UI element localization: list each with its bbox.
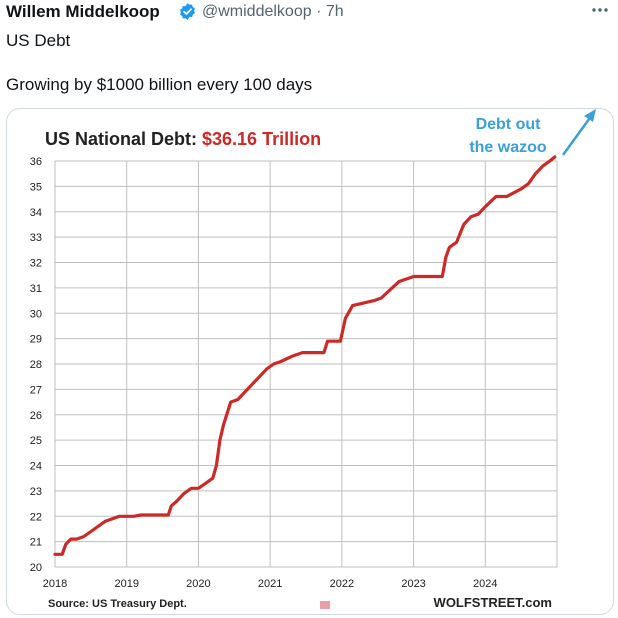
- x-tick-label: 2018: [43, 578, 67, 590]
- x-tick-label: 2019: [114, 578, 138, 590]
- x-tick-label: 2022: [330, 578, 354, 590]
- chart-source: Source: US Treasury Dept.: [48, 598, 187, 610]
- x-tick-label: 2021: [258, 578, 282, 590]
- more-dots-icon[interactable]: [590, 0, 610, 20]
- x-tick-label: 2024: [473, 578, 497, 590]
- author-name[interactable]: Willem Middelkoop: [6, 2, 160, 21]
- y-tick-label: 33: [30, 232, 42, 244]
- debt-line-chart: US National Debt: $36.16 Trillion 202122…: [30, 109, 596, 610]
- y-tick-label: 24: [30, 461, 42, 473]
- y-tick-label: 21: [30, 537, 42, 549]
- chart-title-value: $36.16 Trillion: [202, 129, 321, 149]
- tweet-text-line-1: US Debt: [6, 31, 71, 50]
- y-tick-label: 20: [30, 562, 42, 574]
- annotation-line-2: the wazoo: [469, 139, 547, 156]
- chart-title: US National Debt: $36.16 Trillion: [45, 129, 321, 149]
- y-tick-label: 25: [30, 435, 42, 447]
- y-tick-label: 28: [30, 359, 42, 371]
- y-tick-label: 29: [30, 334, 42, 346]
- y-tick-label: 22: [30, 511, 42, 523]
- y-tick-label: 32: [30, 258, 42, 270]
- x-axis-tick-labels: 2018 2019 2020 2021 2022 2023 2024: [43, 578, 498, 590]
- chart-credit: WOLFSTREET.com: [434, 595, 552, 610]
- y-tick-label: 34: [30, 207, 42, 219]
- y-axis-tick-labels: 20 21 22 23 24 25 26 27 28 29 30 31 32 33 34 35 36: [30, 156, 42, 574]
- verified-badge-icon: [180, 3, 195, 20]
- tweet-header: Willem Middelkoop @wmiddelkoop · 7h: [6, 0, 612, 24]
- x-tick-label: 2020: [186, 578, 210, 590]
- y-tick-label: 35: [30, 181, 42, 193]
- tweet-text-line-2: Growing by $1000 billion every 100 days: [6, 75, 313, 94]
- y-tick-label: 30: [30, 308, 42, 320]
- annotation-arrow: [561, 109, 596, 156]
- small-pink-mark: [320, 601, 330, 609]
- chart-grid: [54, 160, 558, 568]
- x-tick-label: 2023: [401, 578, 425, 590]
- handle-and-time[interactable]: @wmiddelkoop · 7h: [202, 3, 344, 20]
- annotation-line-1: Debt out: [476, 116, 542, 133]
- chart-image-card[interactable]: US National Debt: $36.16 Trillion 20 21 22…: [6, 108, 614, 615]
- chart-title-prefix: US National Debt:: [45, 129, 202, 149]
- y-tick-label: 27: [30, 384, 42, 396]
- y-tick-label: 26: [30, 410, 42, 422]
- y-tick-label: 31: [30, 283, 42, 295]
- y-tick-label: 36: [30, 156, 42, 168]
- debt-series-line: [53, 155, 557, 556]
- y-tick-label: 23: [30, 486, 42, 498]
